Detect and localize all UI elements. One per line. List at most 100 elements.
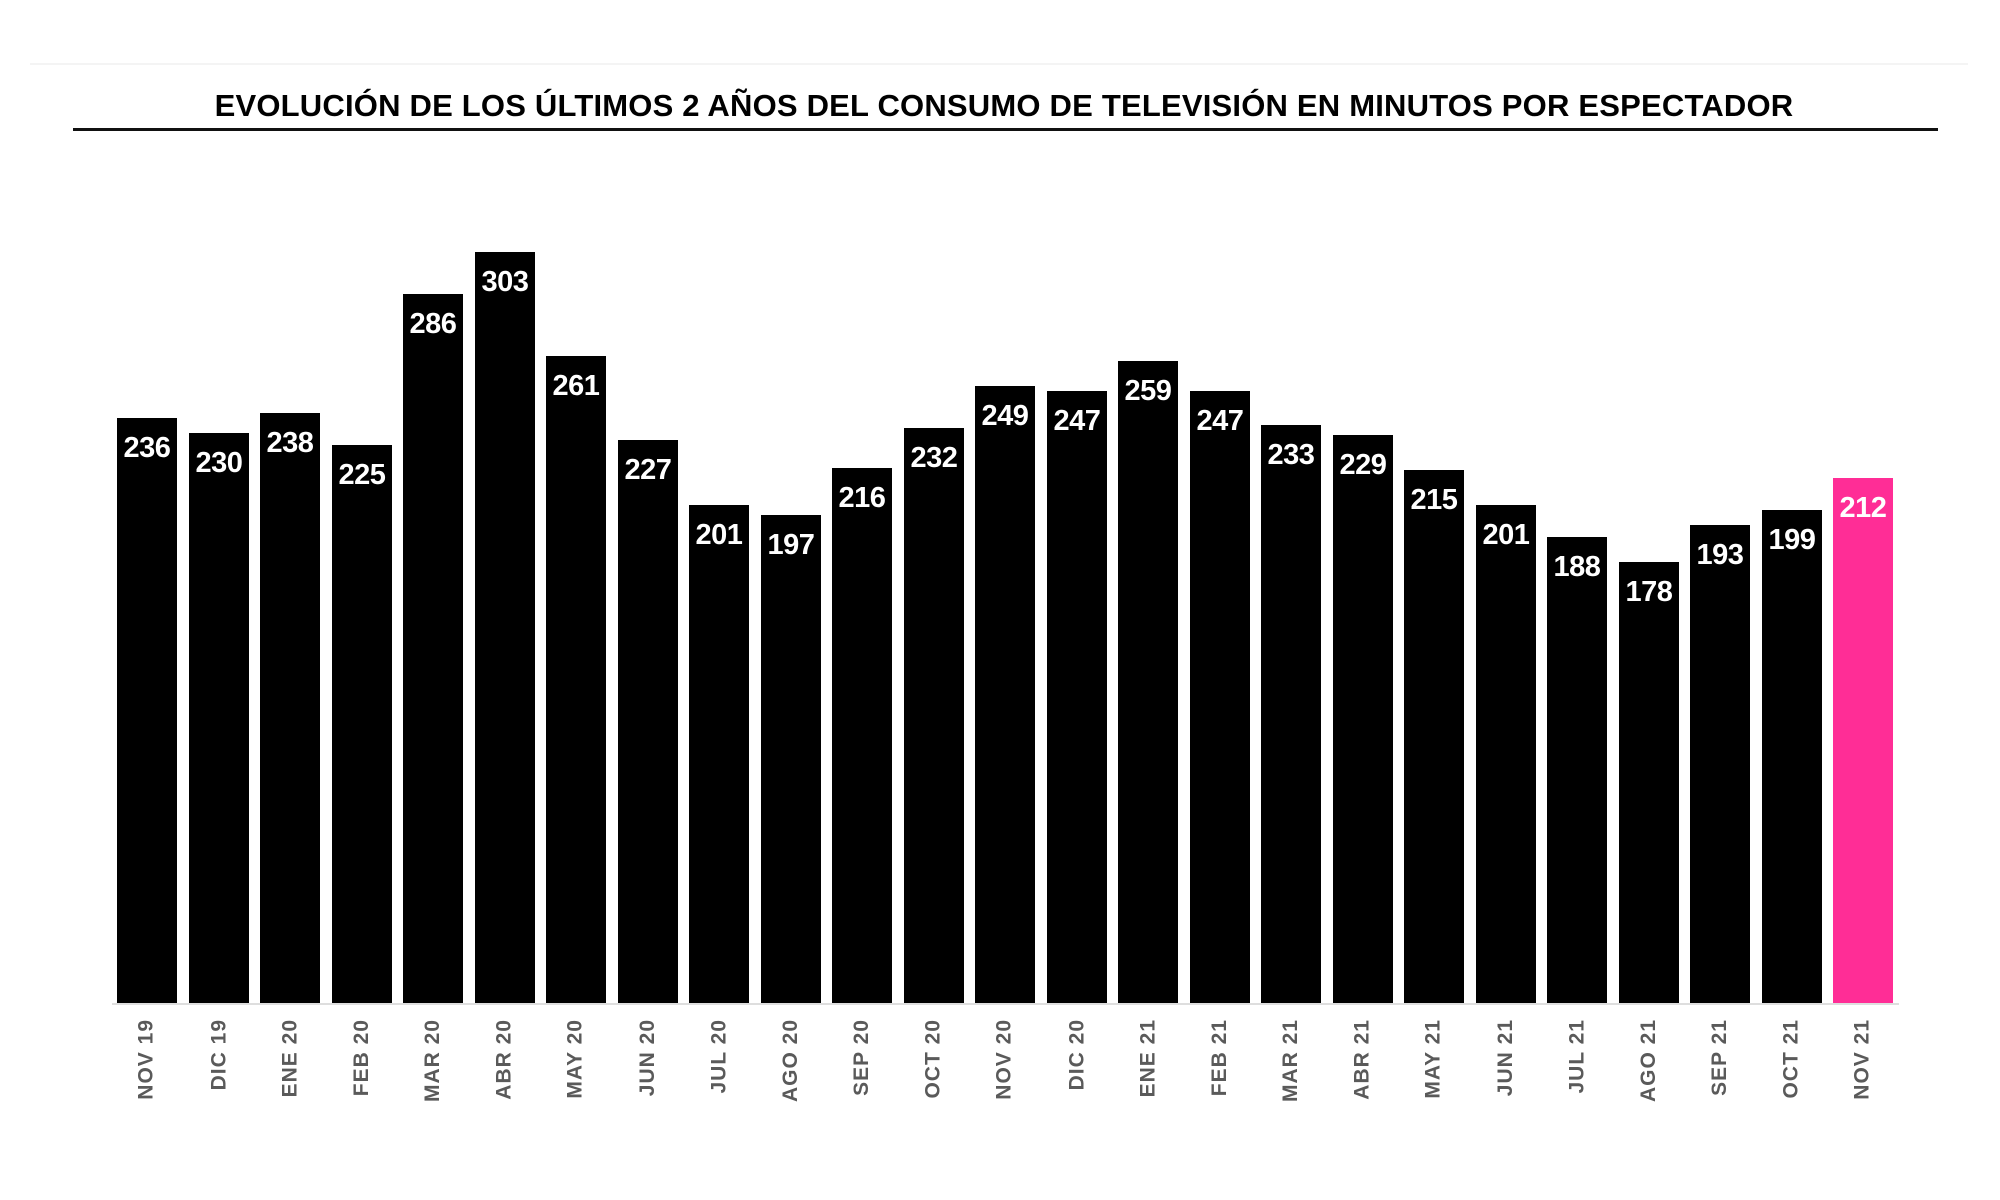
bar: 259 [1118,361,1178,1003]
x-tick-label: ENE 20 [278,1019,301,1098]
x-tick: OCT 21 [1762,1019,1822,1119]
bar: 233 [1261,425,1321,1003]
x-tick-label: JUL 21 [1565,1019,1588,1094]
bar: 199 [1762,510,1822,1003]
x-tick: NOV 19 [117,1019,177,1119]
chart-title: EVOLUCIÓN DE LOS ÚLTIMOS 2 AÑOS DEL CONS… [214,88,1794,123]
bar-value-label: 247 [1053,405,1101,437]
bar: 201 [689,505,749,1003]
x-tick: JUL 21 [1547,1019,1607,1119]
bar: 247 [1047,391,1107,1003]
bar-value-label: 238 [266,427,314,459]
x-axis-baseline [112,1003,1899,1005]
bar: 178 [1619,562,1679,1003]
x-tick-label: JUN 21 [1494,1019,1517,1097]
bar-value-label: 230 [195,447,243,479]
bar-value-label: 303 [481,266,529,298]
bar: 247 [1190,391,1250,1003]
bar-value-label: 188 [1553,551,1601,583]
x-tick: MAY 21 [1404,1019,1464,1119]
x-tick: DIC 20 [1047,1019,1107,1119]
bar: 303 [475,252,535,1003]
bar-value-label: 201 [1482,519,1530,551]
bar-value-label: 216 [838,482,886,514]
bar-value-label: 233 [1267,439,1315,471]
x-tick-label: JUL 20 [707,1019,730,1094]
bar-value-label: 232 [910,442,958,474]
x-tick-label: NOV 21 [1851,1019,1874,1100]
x-tick: ENE 21 [1118,1019,1178,1119]
x-tick: OCT 20 [904,1019,964,1119]
x-tick: SEP 20 [832,1019,892,1119]
x-tick-label: JUN 20 [636,1019,659,1097]
bar-value-label: 286 [409,308,457,340]
x-tick: FEB 21 [1190,1019,1250,1119]
bar-value-label: 197 [767,529,815,561]
x-tick-label: DIC 20 [1065,1019,1088,1091]
x-tick-label: AGO 21 [1637,1019,1660,1103]
bar-value-label: 229 [1339,449,1387,481]
x-tick: MAR 20 [403,1019,463,1119]
x-tick: JUL 20 [689,1019,749,1119]
bar: 236 [117,418,177,1003]
bar-value-label: 249 [981,400,1029,432]
bar-value-label: 178 [1625,576,1673,608]
bar-value-label: 247 [1196,405,1244,437]
bar: 286 [403,294,463,1003]
bar: 230 [189,433,249,1003]
bar: 227 [618,440,678,1003]
bar: 215 [1404,470,1464,1003]
x-tick-label: MAY 20 [564,1019,587,1099]
bar: 232 [904,428,964,1003]
bar-value-label: 261 [552,370,600,402]
x-tick-label: FEB 21 [1208,1019,1231,1097]
x-tick-label: OCT 21 [1780,1019,1803,1099]
top-divider [30,63,1968,65]
x-tick-label: SEP 21 [1708,1019,1731,1096]
x-tick-label: ENE 21 [1136,1019,1159,1098]
bar: 261 [546,356,606,1003]
bar: 238 [260,413,320,1003]
bar: 216 [832,468,892,1003]
bar: 249 [975,386,1035,1003]
x-tick: MAY 20 [546,1019,606,1119]
bar: 212 [1833,478,1893,1003]
x-tick-label: AGO 20 [779,1019,802,1103]
x-tick: SEP 21 [1690,1019,1750,1119]
x-tick: FEB 20 [332,1019,392,1119]
x-tick-label: DIC 19 [207,1019,230,1091]
bar: 201 [1476,505,1536,1003]
x-tick-label: FEB 20 [350,1019,373,1097]
bar-value-label: 215 [1410,484,1458,516]
x-tick: ABR 20 [475,1019,535,1119]
bar: 188 [1547,537,1607,1003]
bar-value-label: 259 [1124,375,1172,407]
bar: 193 [1690,525,1750,1003]
bar: 197 [761,515,821,1003]
x-tick-label: ABR 20 [493,1019,516,1100]
x-tick: NOV 20 [975,1019,1035,1119]
x-tick-label: NOV 20 [993,1019,1016,1100]
x-tick: JUN 20 [618,1019,678,1119]
x-tick-label: MAY 21 [1422,1019,1445,1099]
x-tick-label: MAR 21 [1279,1019,1302,1103]
bar-value-label: 199 [1768,524,1816,556]
bar-value-label: 227 [624,454,672,486]
bar-value-label: 212 [1839,492,1887,524]
x-tick: AGO 20 [761,1019,821,1119]
x-tick: JUN 21 [1476,1019,1536,1119]
bar: 229 [1333,435,1393,1003]
x-tick: AGO 21 [1619,1019,1679,1119]
x-tick: DIC 19 [189,1019,249,1119]
x-tick-label: OCT 20 [922,1019,945,1099]
x-tick-label: SEP 20 [850,1019,873,1096]
bar-value-label: 193 [1696,539,1744,571]
x-tick: ABR 21 [1333,1019,1393,1119]
title-underline [73,128,1938,131]
x-tick-label: ABR 21 [1351,1019,1374,1100]
x-tick-label: NOV 19 [135,1019,158,1100]
x-tick: MAR 21 [1261,1019,1321,1119]
bar: 225 [332,445,392,1003]
bar-value-label: 236 [123,432,171,464]
